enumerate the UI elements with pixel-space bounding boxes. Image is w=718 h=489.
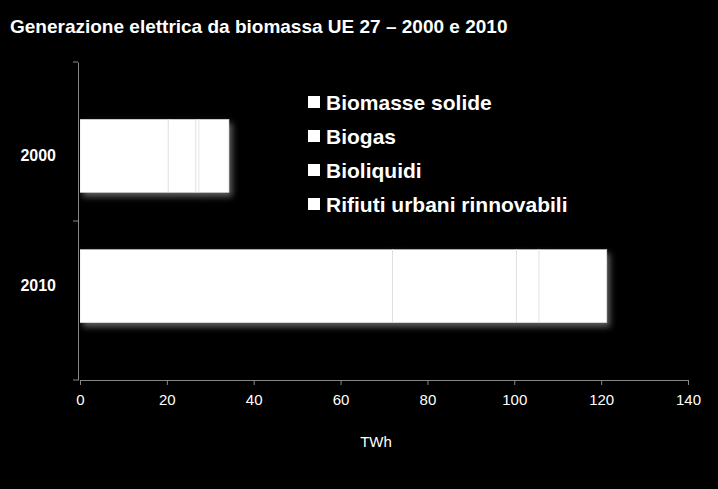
x-tick-mark <box>514 380 515 385</box>
bar-segment <box>516 250 539 323</box>
legend-swatch <box>308 164 320 176</box>
y-tick: 2010 <box>20 277 56 294</box>
bars <box>80 119 607 322</box>
y-axis-line <box>78 63 79 381</box>
x-axis-line <box>81 380 689 381</box>
bar-segment <box>80 119 168 192</box>
x-tick-label: 100 <box>502 391 527 408</box>
x-tick-mark <box>80 380 81 385</box>
x-tick: 80 <box>420 380 437 408</box>
y-tick-mark <box>73 221 78 222</box>
title: Generazione elettrica da biomassa UE 27 … <box>10 16 507 37</box>
bar-segment <box>196 119 199 192</box>
y-tick-mark <box>73 62 78 63</box>
x-tick-mark <box>601 380 602 385</box>
x-tick-label: 120 <box>589 391 614 408</box>
legend: Biomasse solide Biogas Bioliquidi Rifiuti u… <box>308 91 568 216</box>
legend-label: Bioliquidi <box>326 159 422 182</box>
x-tick: 120 <box>589 380 614 408</box>
legend-label: Biogas <box>326 125 396 148</box>
x-tick-mark <box>688 380 689 385</box>
x-tick-label: 0 <box>76 391 84 408</box>
x-tick: 60 <box>333 380 350 408</box>
x-tick: 40 <box>246 380 263 408</box>
x-tick-mark <box>427 380 428 385</box>
x-tick: 140 <box>676 380 701 408</box>
x-tick-label: 40 <box>246 391 263 408</box>
bar-segment <box>393 250 517 323</box>
chart: Generazione elettrica da biomassa UE 27 … <box>0 0 718 489</box>
x-tick-label: 20 <box>159 391 176 408</box>
x-axis-title: TWh <box>360 433 392 450</box>
x-tick: 0 <box>76 380 84 408</box>
legend-label: Rifiuti urbani rinnovabili <box>326 193 568 216</box>
y-axis: 2000 2010 <box>20 63 78 381</box>
legend-swatch <box>308 130 320 142</box>
y-tick-mark <box>73 380 78 381</box>
bar-segment <box>80 250 393 323</box>
x-tick: 20 <box>159 380 176 408</box>
x-tick-label: 140 <box>676 391 701 408</box>
x-axis: 0 20 40 60 80 100 120 140 <box>76 380 701 408</box>
x-tick-label: 80 <box>420 391 437 408</box>
legend-label: Biomasse solide <box>326 91 492 114</box>
y-tick: 2000 <box>20 147 56 164</box>
bar-segment <box>199 119 229 192</box>
x-tick: 100 <box>502 380 527 408</box>
bar-segment <box>539 250 607 323</box>
x-tick-mark <box>167 380 168 385</box>
x-tick-mark <box>254 380 255 385</box>
bar-segment <box>168 119 196 192</box>
y-tick-label: 2000 <box>20 147 56 164</box>
x-tick-mark <box>341 380 342 385</box>
y-tick-label: 2010 <box>20 277 56 294</box>
plot: 0 20 40 60 80 100 120 140 2000 2010 <box>20 62 701 408</box>
legend-swatch <box>308 96 320 108</box>
x-tick-label: 60 <box>333 391 350 408</box>
legend-swatch <box>308 198 320 210</box>
